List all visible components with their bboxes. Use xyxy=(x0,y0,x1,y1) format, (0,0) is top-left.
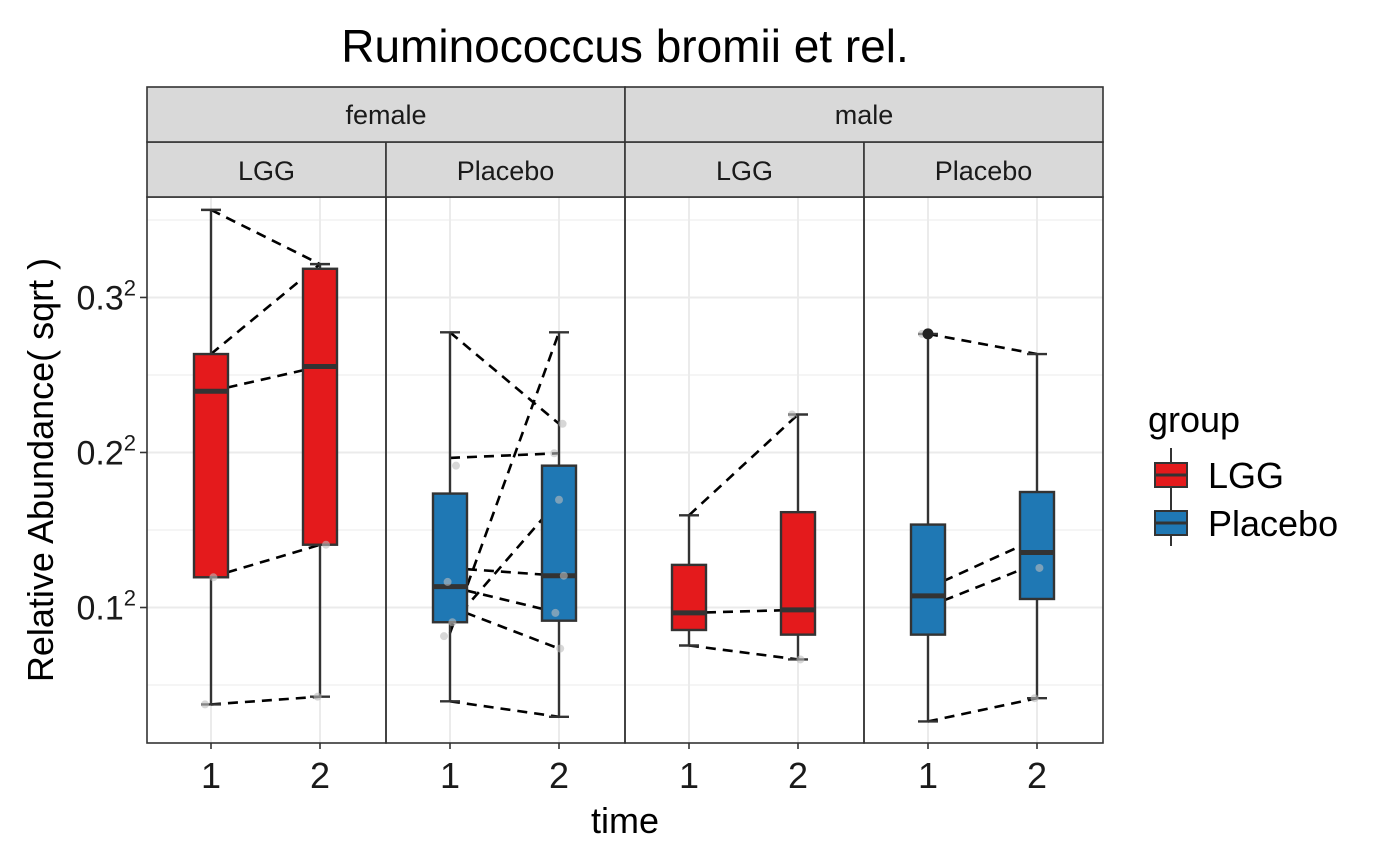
strip-sex-label: male xyxy=(835,100,894,130)
strip-layer: LGG Placebo LGG Placebo female male xyxy=(146,86,1104,198)
legend-label: LGG xyxy=(1208,455,1284,496)
data-point xyxy=(1030,694,1039,703)
pair-line xyxy=(927,332,1038,356)
data-point xyxy=(788,410,796,419)
y-tick-exponent: 2 xyxy=(124,586,136,611)
box xyxy=(670,563,708,632)
data-point xyxy=(440,632,448,641)
x-tick-label: 2 xyxy=(310,755,330,796)
x-tick-label: 2 xyxy=(788,755,808,796)
legend: group LGG Placebo xyxy=(1148,399,1338,546)
data-point xyxy=(559,571,568,580)
y-tick-exponent: 2 xyxy=(124,275,136,300)
pair-line xyxy=(449,451,560,460)
data-point xyxy=(796,655,805,664)
data-point xyxy=(1035,563,1044,572)
strip-sex-bg xyxy=(146,86,626,143)
data-point xyxy=(322,540,330,549)
legend-title: group xyxy=(1148,399,1240,440)
box xyxy=(1018,490,1056,601)
pair-line xyxy=(688,644,799,661)
box xyxy=(779,510,817,636)
box xyxy=(431,492,469,624)
strip-group-label: Placebo xyxy=(457,156,555,186)
y-tick-exponent: 2 xyxy=(124,430,136,455)
frame-layer xyxy=(146,196,1104,744)
panel-border xyxy=(146,196,387,744)
data-point xyxy=(313,692,322,701)
x-tick-label: 1 xyxy=(201,755,221,796)
panel-border xyxy=(624,196,865,744)
pair-line xyxy=(688,413,799,517)
y-tick-label: 0.32 xyxy=(76,275,136,317)
data-point xyxy=(551,608,560,617)
pair-line xyxy=(927,696,1038,723)
chart-title: Ruminococcus bromii et rel. xyxy=(341,20,909,72)
strip-sex-bg xyxy=(624,86,1104,143)
data-point xyxy=(443,577,452,586)
data-point xyxy=(556,644,565,653)
pair-line xyxy=(210,263,321,356)
data-point xyxy=(555,495,563,504)
pair-line xyxy=(210,208,321,266)
legend-label: Placebo xyxy=(1208,503,1338,544)
x-tick-label: 2 xyxy=(549,755,569,796)
pair-line xyxy=(210,695,321,706)
axis-layer: 1 2 1 2 1 2 1 20.120.220.32 xyxy=(76,275,1047,796)
y-tick-base: 0.2 xyxy=(76,434,123,472)
data-point xyxy=(558,419,567,428)
box xyxy=(301,267,339,546)
outlier-point xyxy=(922,328,934,340)
box xyxy=(909,523,947,636)
panel-border xyxy=(863,196,1104,744)
strip-sex-label: female xyxy=(345,100,426,130)
strip-group-label: LGG xyxy=(238,156,295,186)
data-point xyxy=(550,449,559,458)
box-layer xyxy=(192,208,1056,723)
x-tick-label: 1 xyxy=(679,755,699,796)
pair-line xyxy=(449,700,560,719)
data-point xyxy=(209,573,218,582)
panel-border xyxy=(385,196,626,744)
strip-group-bg xyxy=(863,141,1104,198)
y-tick-label: 0.12 xyxy=(76,586,136,628)
y-tick-base: 0.1 xyxy=(76,590,123,628)
y-tick-base: 0.3 xyxy=(76,279,123,317)
y-axis-title: Relative Abundance( sqrt ) xyxy=(20,258,61,682)
data-point xyxy=(452,461,460,470)
x-tick-label: 1 xyxy=(440,755,460,796)
data-point xyxy=(448,618,457,627)
y-tick-label: 0.22 xyxy=(76,430,136,472)
x-tick-label: 2 xyxy=(1027,755,1047,796)
x-tick-label: 1 xyxy=(918,755,938,796)
strip-group-bg xyxy=(624,141,865,198)
box xyxy=(540,464,578,622)
data-point xyxy=(201,700,209,709)
box xyxy=(192,352,230,579)
strip-group-label: LGG xyxy=(716,156,773,186)
x-axis-title: time xyxy=(591,800,659,841)
pair-line xyxy=(449,331,560,425)
strip-group-label: Placebo xyxy=(935,156,1033,186)
